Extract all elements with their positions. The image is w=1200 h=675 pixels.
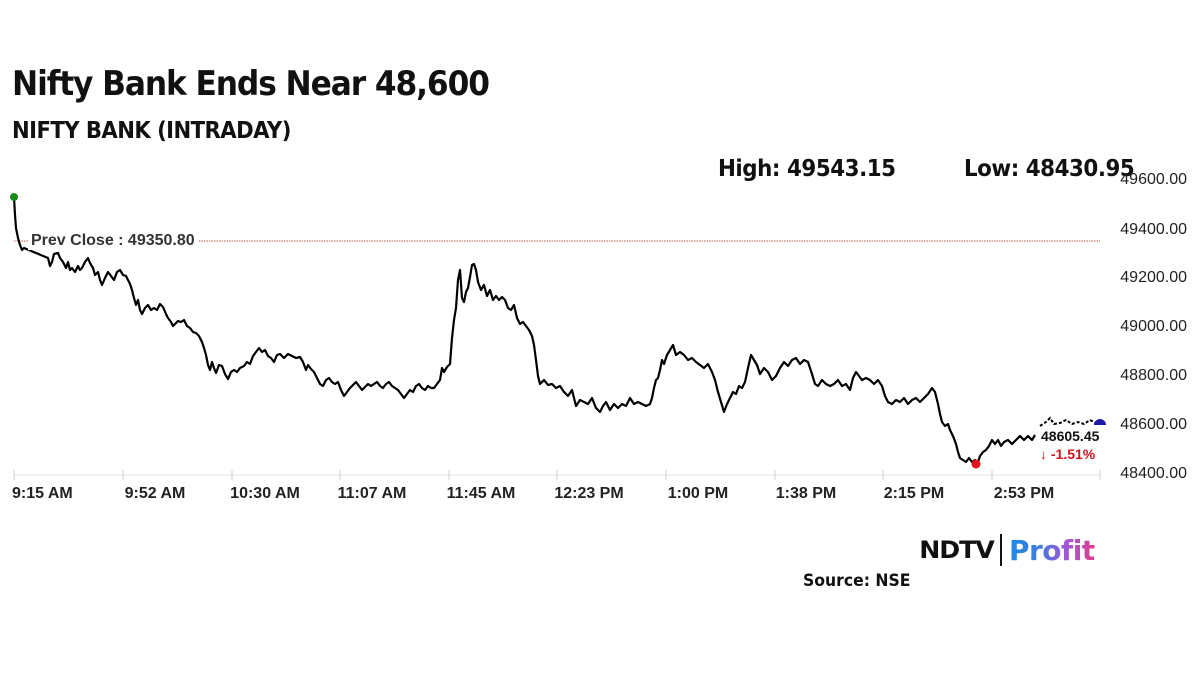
chart-title: Nifty Bank Ends Near 48,600 xyxy=(12,64,490,104)
last-price-label: 48605.45 xyxy=(1041,428,1100,444)
source-note: Source: NSE xyxy=(803,571,911,591)
ndtv-profit-logo: NDTV Profit xyxy=(919,532,1095,568)
x-tick-label: 10:30 AM xyxy=(230,485,300,502)
profit-wordmark: Profit xyxy=(1008,533,1095,567)
x-tick-label: 1:38 PM xyxy=(775,485,837,502)
change-percent-label: ↓ -1.51% xyxy=(1040,446,1096,462)
y-tick-label: 48800.00 xyxy=(1120,367,1187,384)
x-tick-label: 9:15 AM xyxy=(12,485,73,502)
y-tick-label: 49000.00 xyxy=(1120,318,1187,335)
x-tick-label: 12:23 PM xyxy=(554,485,624,502)
x-tick-label: 11:07 AM xyxy=(337,485,407,502)
open-marker xyxy=(10,193,18,201)
logo-divider xyxy=(999,534,1002,566)
y-tick-label: 49400.00 xyxy=(1120,221,1187,238)
y-tick-label: 49200.00 xyxy=(1120,269,1187,286)
chart-subtitle: NIFTY BANK (INTRADAY) xyxy=(12,118,291,144)
x-tick-label: 1:00 PM xyxy=(667,485,729,502)
price-line-end xyxy=(1039,416,1101,427)
ndtv-wordmark: NDTV xyxy=(919,536,995,564)
prev-close-label: Prev Close : 49350.80 xyxy=(28,232,198,250)
day-low-label: Low: 48430.95 xyxy=(964,156,1135,182)
day-high-label: High: 49543.15 xyxy=(718,156,896,182)
x-tick-label: 9:52 AM xyxy=(124,485,186,502)
x-tick-label: 2:15 PM xyxy=(883,485,945,502)
x-axis-ticks xyxy=(13,470,1101,480)
last-price-marker xyxy=(1094,419,1106,425)
price-line xyxy=(12,196,1036,464)
y-tick-label: 48600.00 xyxy=(1120,416,1187,433)
x-tick-label: 2:53 PM xyxy=(993,485,1055,502)
day-low-marker xyxy=(971,459,981,469)
y-tick-label: 48400.00 xyxy=(1120,465,1187,482)
x-tick-label: 11:45 AM xyxy=(446,485,516,502)
y-tick-label: 49600.00 xyxy=(1120,171,1187,188)
